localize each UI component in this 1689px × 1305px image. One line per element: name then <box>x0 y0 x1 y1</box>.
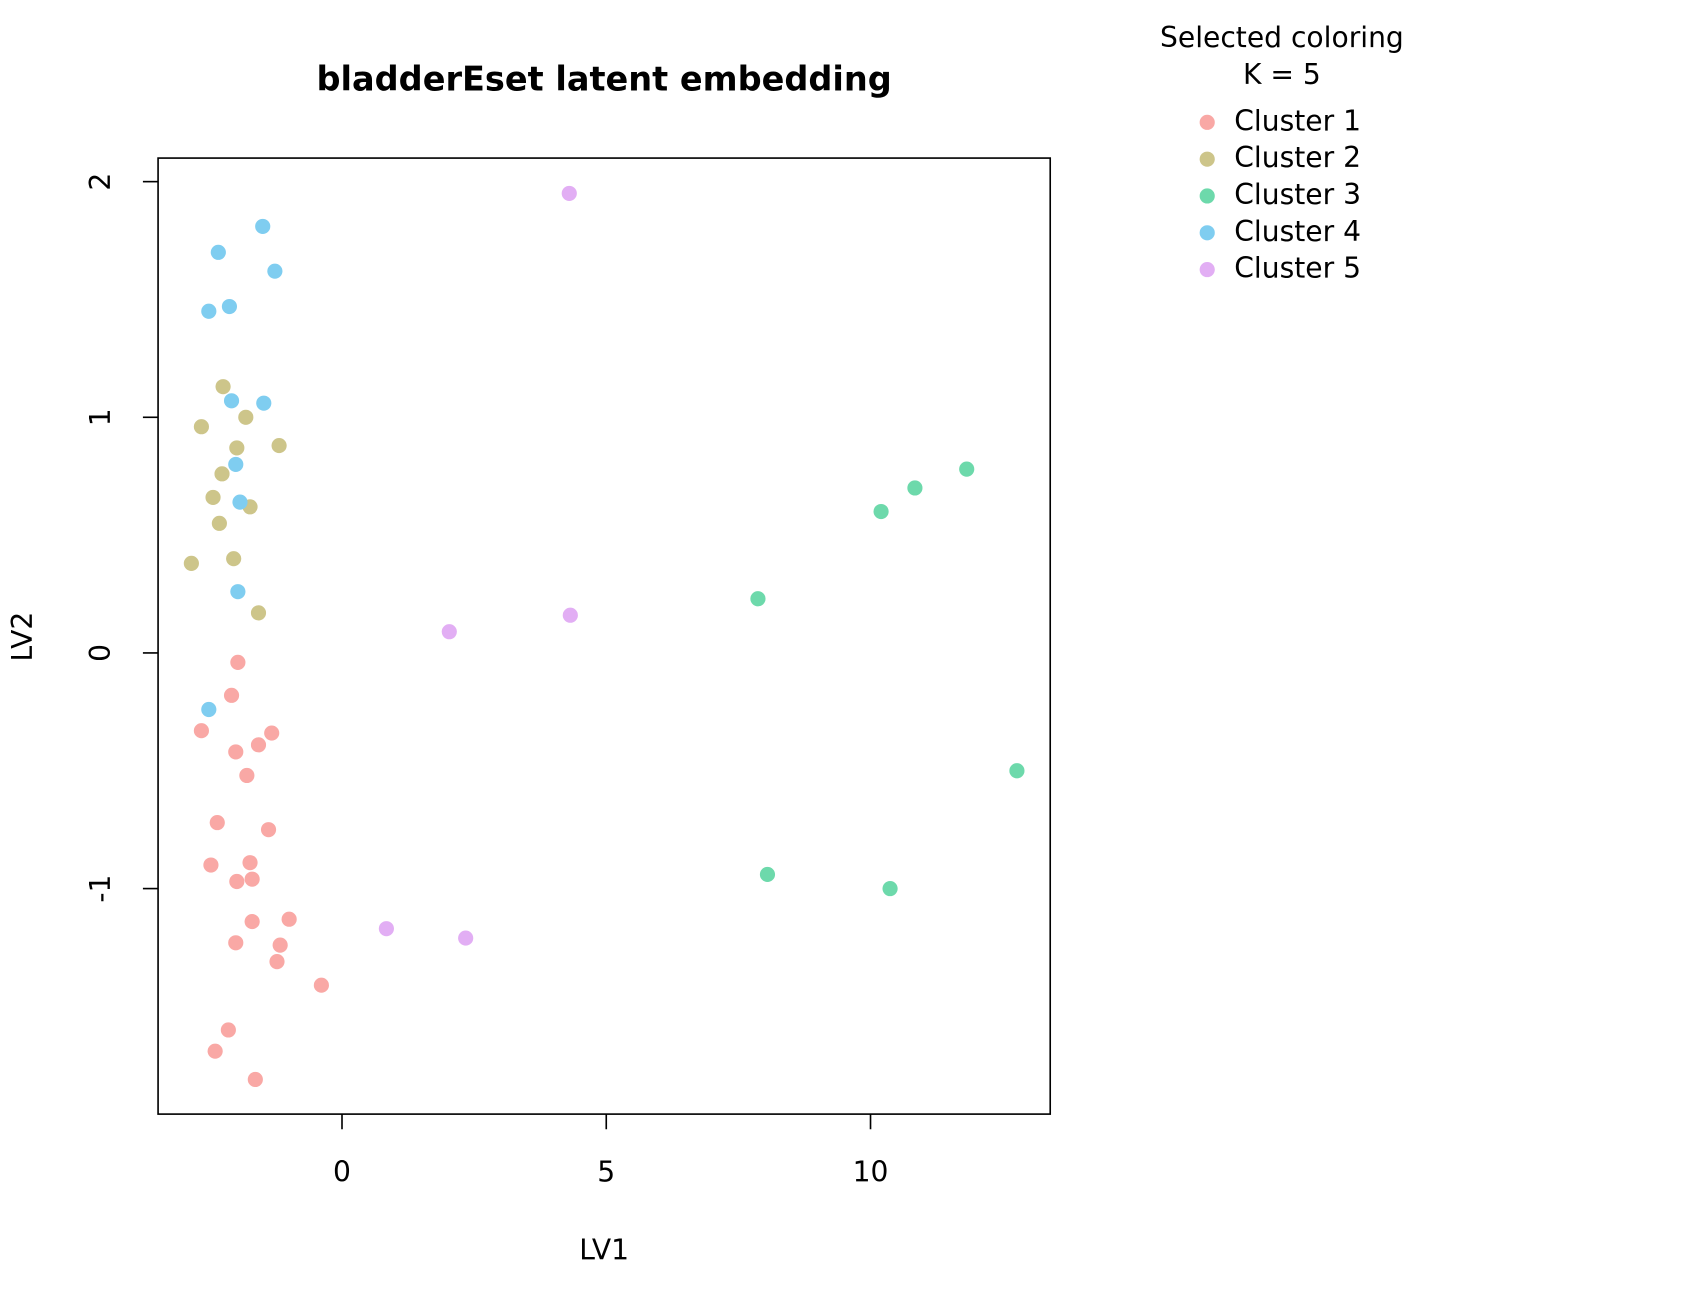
point <box>230 654 246 670</box>
point <box>201 701 217 718</box>
point <box>244 913 260 930</box>
legend-marker <box>1199 262 1215 278</box>
point <box>256 395 272 411</box>
point <box>228 744 244 760</box>
point <box>214 466 230 482</box>
point <box>221 298 238 315</box>
point <box>242 855 258 871</box>
point <box>907 480 923 496</box>
point <box>201 303 217 319</box>
point <box>250 737 267 753</box>
point <box>562 607 578 623</box>
point <box>238 409 254 425</box>
point <box>873 503 889 520</box>
x-axis-label: LV1 <box>579 1234 629 1267</box>
point <box>441 624 457 640</box>
point <box>220 1022 236 1038</box>
point <box>229 873 245 890</box>
point <box>378 921 394 937</box>
point <box>228 456 244 472</box>
point <box>264 725 280 741</box>
point <box>226 551 242 567</box>
point <box>959 461 975 477</box>
legend-label: Cluster 3 <box>1234 178 1361 211</box>
point <box>183 555 199 571</box>
x-tick-label: 0 <box>333 1156 351 1189</box>
point <box>229 440 245 456</box>
y-tick-label: -1 <box>84 875 117 903</box>
point <box>228 935 244 951</box>
point <box>267 263 283 279</box>
x-tick-label: 10 <box>853 1156 889 1189</box>
point <box>193 723 209 739</box>
plot-frame <box>157 157 1052 1115</box>
point <box>750 591 766 607</box>
point <box>244 871 260 887</box>
point <box>247 1071 263 1088</box>
point <box>272 937 288 953</box>
point <box>210 244 226 260</box>
legend-label: Cluster 1 <box>1234 104 1361 137</box>
point <box>271 437 287 454</box>
point <box>250 605 267 621</box>
point <box>230 584 246 600</box>
point <box>882 881 898 897</box>
point <box>203 857 219 873</box>
point <box>232 494 248 510</box>
point <box>561 185 577 202</box>
legend-title: Selected coloring <box>1160 21 1404 54</box>
legend-marker <box>1199 114 1215 130</box>
point <box>239 767 255 784</box>
y-tick-label: 0 <box>84 644 117 662</box>
point <box>313 977 329 993</box>
legend-title: K = 5 <box>1243 58 1321 91</box>
point <box>281 911 297 927</box>
point <box>1009 763 1025 779</box>
y-tick-label: 2 <box>84 173 117 191</box>
point <box>223 687 240 703</box>
point <box>260 822 277 838</box>
point <box>269 954 285 970</box>
legend-label: Cluster 2 <box>1234 141 1361 174</box>
legend-marker <box>1199 151 1215 167</box>
legend-label: Cluster 4 <box>1234 215 1361 248</box>
point <box>215 379 231 395</box>
x-tick-label: 5 <box>597 1156 615 1189</box>
y-axis-label: LV2 <box>6 612 39 662</box>
legend-label: Cluster 5 <box>1234 252 1361 285</box>
point <box>209 815 225 831</box>
plot-root: bladderEset latent embedding LV1 LV2 Sel… <box>6 21 1404 1267</box>
chart-title: bladderEset latent embedding <box>317 60 892 99</box>
point <box>759 866 776 883</box>
point <box>255 218 271 234</box>
point <box>458 930 474 946</box>
legend-marker <box>1199 188 1215 204</box>
point <box>205 489 221 505</box>
point <box>193 419 209 435</box>
point <box>207 1043 223 1059</box>
point <box>211 515 227 531</box>
legend-marker <box>1199 225 1215 241</box>
y-tick-label: 1 <box>84 408 117 426</box>
point <box>223 393 240 409</box>
